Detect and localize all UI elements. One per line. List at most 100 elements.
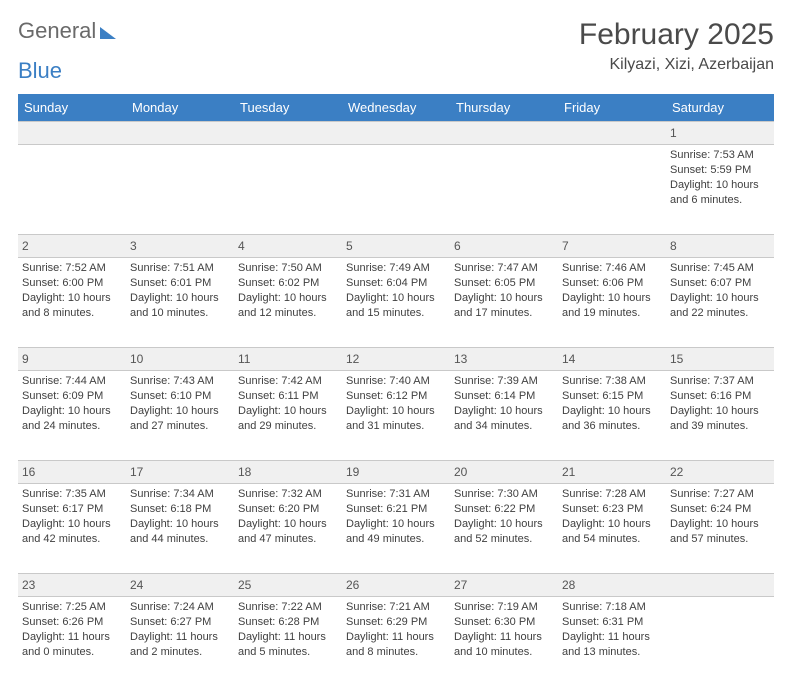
day-detail-cell: [126, 145, 234, 235]
day-detail-cell: Sunrise: 7:19 AMSunset: 6:30 PMDaylight:…: [450, 597, 558, 687]
day-number-cell: [666, 574, 774, 597]
day-number-cell: 23: [18, 574, 126, 597]
day-number: 19: [346, 463, 446, 481]
day-detail-cell: [666, 597, 774, 687]
day-detail-text: Sunrise: 7:35 AMSunset: 6:17 PMDaylight:…: [22, 487, 122, 546]
day-detail-cell: Sunrise: 7:22 AMSunset: 6:28 PMDaylight:…: [234, 597, 342, 687]
day-detail-text: Sunrise: 7:38 AMSunset: 6:15 PMDaylight:…: [562, 374, 662, 433]
day-detail-text: Sunrise: 7:31 AMSunset: 6:21 PMDaylight:…: [346, 487, 446, 546]
day-number: 16: [22, 463, 122, 481]
day-detail-cell: [450, 145, 558, 235]
day-number-cell: [126, 122, 234, 145]
day-number: 5: [346, 237, 446, 255]
week-4-daynum-row: 232425262728: [18, 574, 774, 597]
day-detail-cell: Sunrise: 7:38 AMSunset: 6:15 PMDaylight:…: [558, 371, 666, 461]
day-detail-text: Sunrise: 7:34 AMSunset: 6:18 PMDaylight:…: [130, 487, 230, 546]
location-text: Kilyazi, Xizi, Azerbaijan: [579, 56, 774, 74]
day-number: 24: [130, 576, 230, 594]
day-number: 27: [454, 576, 554, 594]
day-detail-cell: Sunrise: 7:31 AMSunset: 6:21 PMDaylight:…: [342, 484, 450, 574]
day-number-cell: 15: [666, 348, 774, 371]
day-detail-text: Sunrise: 7:37 AMSunset: 6:16 PMDaylight:…: [670, 374, 770, 433]
day-detail-cell: Sunrise: 7:44 AMSunset: 6:09 PMDaylight:…: [18, 371, 126, 461]
day-detail-text: Sunrise: 7:49 AMSunset: 6:04 PMDaylight:…: [346, 261, 446, 320]
day-number: 23: [22, 576, 122, 594]
day-header-row: SundayMondayTuesdayWednesdayThursdayFrid…: [18, 94, 774, 122]
day-detail-text: Sunrise: 7:18 AMSunset: 6:31 PMDaylight:…: [562, 600, 662, 659]
day-detail-cell: Sunrise: 7:51 AMSunset: 6:01 PMDaylight:…: [126, 258, 234, 348]
day-number: 6: [454, 237, 554, 255]
day-number-cell: 22: [666, 461, 774, 484]
day-number-cell: 5: [342, 235, 450, 258]
day-number-cell: 26: [342, 574, 450, 597]
day-detail-cell: Sunrise: 7:42 AMSunset: 6:11 PMDaylight:…: [234, 371, 342, 461]
day-number-cell: 19: [342, 461, 450, 484]
day-detail-cell: Sunrise: 7:52 AMSunset: 6:00 PMDaylight:…: [18, 258, 126, 348]
day-detail-text: Sunrise: 7:22 AMSunset: 6:28 PMDaylight:…: [238, 600, 338, 659]
day-detail-cell: Sunrise: 7:32 AMSunset: 6:20 PMDaylight:…: [234, 484, 342, 574]
day-number-cell: 14: [558, 348, 666, 371]
day-number: 22: [670, 463, 770, 481]
week-2-daynum-row: 9101112131415: [18, 348, 774, 371]
day-header-friday: Friday: [558, 94, 666, 122]
day-number-cell: 1: [666, 122, 774, 145]
day-detail-cell: Sunrise: 7:18 AMSunset: 6:31 PMDaylight:…: [558, 597, 666, 687]
day-number: 17: [130, 463, 230, 481]
day-number-cell: [234, 122, 342, 145]
day-number: 11: [238, 350, 338, 368]
day-detail-cell: Sunrise: 7:25 AMSunset: 6:26 PMDaylight:…: [18, 597, 126, 687]
title-block: February 2025 Kilyazi, Xizi, Azerbaijan: [579, 18, 774, 74]
day-detail-cell: [342, 145, 450, 235]
day-detail-text: Sunrise: 7:51 AMSunset: 6:01 PMDaylight:…: [130, 261, 230, 320]
day-detail-cell: Sunrise: 7:50 AMSunset: 6:02 PMDaylight:…: [234, 258, 342, 348]
day-number: 7: [562, 237, 662, 255]
day-number: 2: [22, 237, 122, 255]
day-number-cell: 20: [450, 461, 558, 484]
day-number-cell: [342, 122, 450, 145]
day-number: 4: [238, 237, 338, 255]
week-3-row: Sunrise: 7:35 AMSunset: 6:17 PMDaylight:…: [18, 484, 774, 574]
day-number: 21: [562, 463, 662, 481]
week-1-row: Sunrise: 7:52 AMSunset: 6:00 PMDaylight:…: [18, 258, 774, 348]
day-number-cell: 3: [126, 235, 234, 258]
logo-triangle-icon: [100, 27, 116, 39]
day-number-cell: [450, 122, 558, 145]
brand-word-1: General: [18, 18, 96, 44]
day-number-cell: 6: [450, 235, 558, 258]
day-number: 25: [238, 576, 338, 594]
brand-logo: General: [18, 18, 118, 44]
day-number: 18: [238, 463, 338, 481]
day-number: 20: [454, 463, 554, 481]
day-number: 13: [454, 350, 554, 368]
day-number-cell: 24: [126, 574, 234, 597]
day-number: 26: [346, 576, 446, 594]
day-number-cell: 9: [18, 348, 126, 371]
month-title: February 2025: [579, 18, 774, 52]
day-number-cell: [18, 122, 126, 145]
day-detail-text: Sunrise: 7:42 AMSunset: 6:11 PMDaylight:…: [238, 374, 338, 433]
day-detail-cell: Sunrise: 7:37 AMSunset: 6:16 PMDaylight:…: [666, 371, 774, 461]
day-detail-cell: Sunrise: 7:53 AMSunset: 5:59 PMDaylight:…: [666, 145, 774, 235]
day-detail-text: Sunrise: 7:47 AMSunset: 6:05 PMDaylight:…: [454, 261, 554, 320]
day-detail-text: Sunrise: 7:24 AMSunset: 6:27 PMDaylight:…: [130, 600, 230, 659]
day-detail-text: Sunrise: 7:43 AMSunset: 6:10 PMDaylight:…: [130, 374, 230, 433]
day-header-thursday: Thursday: [450, 94, 558, 122]
day-detail-text: Sunrise: 7:27 AMSunset: 6:24 PMDaylight:…: [670, 487, 770, 546]
day-detail-cell: Sunrise: 7:35 AMSunset: 6:17 PMDaylight:…: [18, 484, 126, 574]
day-number-cell: 13: [450, 348, 558, 371]
day-detail-text: Sunrise: 7:46 AMSunset: 6:06 PMDaylight:…: [562, 261, 662, 320]
day-detail-cell: Sunrise: 7:45 AMSunset: 6:07 PMDaylight:…: [666, 258, 774, 348]
day-detail-text: Sunrise: 7:19 AMSunset: 6:30 PMDaylight:…: [454, 600, 554, 659]
day-number: 12: [346, 350, 446, 368]
day-detail-text: Sunrise: 7:52 AMSunset: 6:00 PMDaylight:…: [22, 261, 122, 320]
day-number-cell: 7: [558, 235, 666, 258]
day-detail-cell: Sunrise: 7:40 AMSunset: 6:12 PMDaylight:…: [342, 371, 450, 461]
week-4-row: Sunrise: 7:25 AMSunset: 6:26 PMDaylight:…: [18, 597, 774, 687]
day-number-cell: 12: [342, 348, 450, 371]
day-detail-cell: Sunrise: 7:27 AMSunset: 6:24 PMDaylight:…: [666, 484, 774, 574]
day-detail-text: Sunrise: 7:45 AMSunset: 6:07 PMDaylight:…: [670, 261, 770, 320]
week-0-row: Sunrise: 7:53 AMSunset: 5:59 PMDaylight:…: [18, 145, 774, 235]
day-header-monday: Monday: [126, 94, 234, 122]
day-detail-cell: [18, 145, 126, 235]
brand-word-2: Blue: [18, 58, 62, 84]
